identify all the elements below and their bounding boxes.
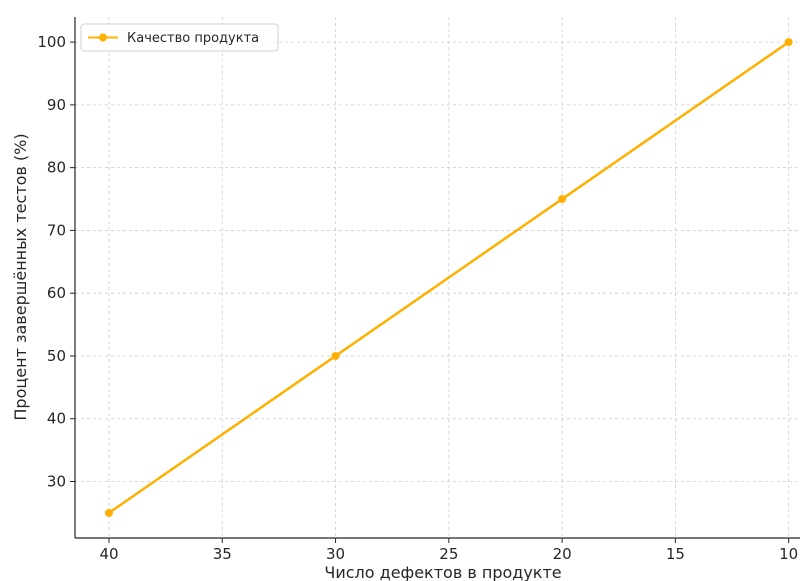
series-line: [108, 41, 790, 514]
x-tick-label: 20: [553, 545, 572, 563]
x-tick-label: 40: [99, 545, 118, 563]
legend: Качество продукта: [80, 23, 279, 52]
x-tick-label: 10: [779, 545, 798, 563]
legend-label: Качество продукта: [127, 31, 259, 46]
x-tick-label: 30: [326, 545, 345, 563]
y-tick-label: 100: [37, 33, 66, 51]
y-tick-label: 70: [47, 221, 66, 239]
y-tick-label: 60: [47, 284, 66, 302]
y-ticks: 30 40 50 60 70 80 90 100: [37, 33, 75, 491]
y-tick-label: 90: [47, 96, 66, 114]
y-tick-label: 40: [47, 410, 66, 428]
x-axis-label: Число дефектов в продукте: [324, 563, 561, 581]
data-point: [104, 508, 113, 517]
y-axis-label: Процент завершённых тестов (%): [11, 133, 30, 420]
grid: [75, 17, 800, 538]
x-tick-label: 35: [213, 545, 232, 563]
data-point: [558, 195, 567, 204]
x-ticks: 40 35 30 25 20 15 10: [99, 538, 798, 563]
data-point: [331, 351, 340, 360]
data-point: [784, 38, 793, 47]
legend-dot-marker: [99, 33, 107, 42]
series: [104, 38, 793, 517]
y-tick-label: 50: [47, 347, 66, 365]
legend-box: [80, 23, 279, 52]
x-tick-label: 25: [439, 545, 458, 563]
x-tick-label: 15: [666, 545, 685, 563]
axes: [74, 17, 800, 539]
y-tick-label: 80: [47, 159, 66, 177]
y-tick-label: 30: [47, 473, 66, 491]
